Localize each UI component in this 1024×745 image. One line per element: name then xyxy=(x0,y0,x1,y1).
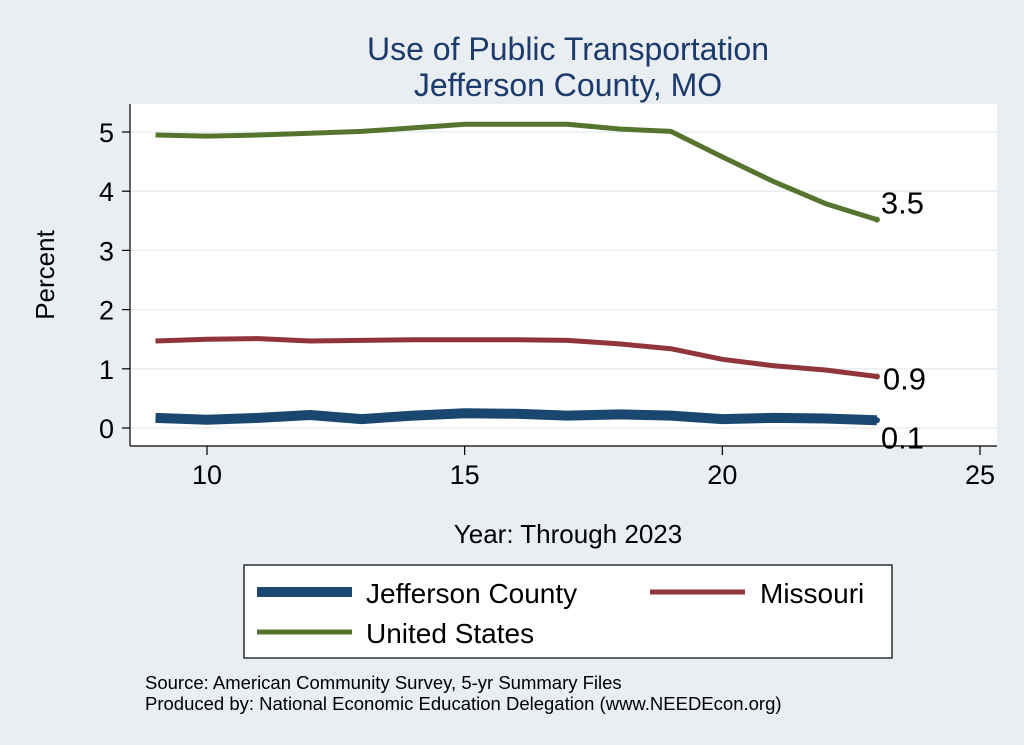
end-label-united-states: 3.5 xyxy=(881,186,924,221)
source-note: Source: American Community Survey, 5-yr … xyxy=(145,672,622,693)
chart-title: Use of Public Transportation xyxy=(367,31,769,67)
y-tick-label-1: 1 xyxy=(99,355,114,385)
series-end-marker-jefferson-county xyxy=(873,417,880,424)
y-axis-label: Percent xyxy=(30,229,60,319)
legend: Jefferson County Missouri United States xyxy=(243,564,893,659)
series-line-missouri xyxy=(155,336,878,379)
x-tick-label-20: 20 xyxy=(707,460,737,490)
end-label-jefferson-county: 0.1 xyxy=(881,420,924,455)
y-tick-label-5: 5 xyxy=(99,118,114,148)
legend-box xyxy=(243,564,893,659)
x-axis-label: Year: Through 2023 xyxy=(454,519,682,549)
legend-label-united-states: United States xyxy=(366,618,534,649)
y-axis: 0 1 2 3 4 5 xyxy=(99,104,131,446)
chart-subtitle: Jefferson County, MO xyxy=(414,67,722,103)
series-line-united-states xyxy=(155,121,878,222)
y-tick-label-0: 0 xyxy=(99,414,114,444)
x-tick-label-15: 15 xyxy=(450,460,480,490)
series-end-marker-missouri xyxy=(873,373,880,380)
series-line-jefferson-county xyxy=(155,408,878,426)
series-layer xyxy=(155,121,880,426)
legend-label-missouri: Missouri xyxy=(760,578,864,609)
producer-note: Produced by: National Economic Education… xyxy=(145,693,782,714)
end-label-missouri: 0.9 xyxy=(883,361,926,396)
series-end-marker-united-states xyxy=(873,216,880,223)
y-tick-label-3: 3 xyxy=(99,236,114,266)
x-axis: 10 15 20 25 xyxy=(130,445,997,490)
x-tick-label-25: 25 xyxy=(965,460,995,490)
legend-label-jefferson-county: Jefferson County xyxy=(366,578,577,609)
y-tick-label-4: 4 xyxy=(99,177,114,207)
y-tick-label-2: 2 xyxy=(99,296,114,326)
end-labels: 3.5 0.9 0.1 xyxy=(881,186,926,456)
x-tick-label-10: 10 xyxy=(192,460,222,490)
plot-area xyxy=(130,104,997,446)
